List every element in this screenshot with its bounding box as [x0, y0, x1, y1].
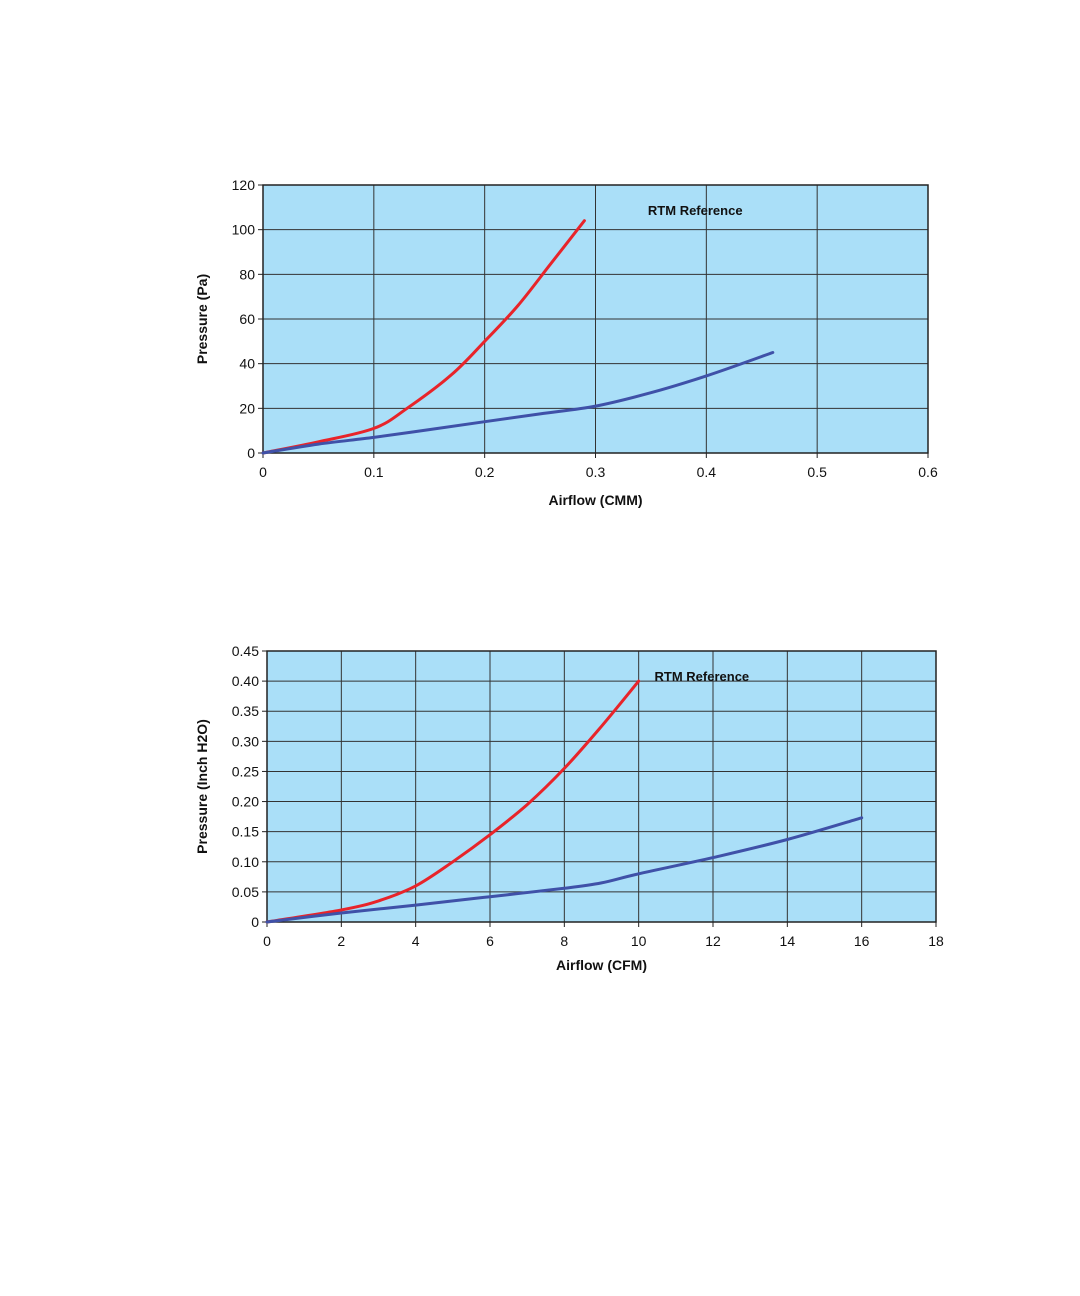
- chart-1-x-tick-label: 4: [412, 933, 420, 949]
- chart-1-series-1-line: [265, 816, 864, 924]
- chart-0-y-tick-label: 80: [239, 266, 255, 282]
- chart-1-y-tick-label: 0: [251, 914, 259, 930]
- chart-0-y-tick-label: 40: [239, 356, 255, 372]
- chart-0-x-tick-label: 0.6: [918, 464, 938, 480]
- chart-1-x-tick-label: 8: [560, 933, 568, 949]
- chart-0-series-0-line: [261, 219, 586, 455]
- chart-1-series-0-line: [265, 679, 641, 924]
- pressure-cmm-chart: RTM Reference 0 0.1 0.2 0.3 0.4 0.5 0.6 0 20 40 60 8…: [194, 177, 938, 508]
- chart-0-x-axis-title: Airflow (CMM): [548, 492, 642, 508]
- chart-1-y-tick-label: 0.35: [232, 703, 259, 719]
- chart-0-y-tick-label: 0: [247, 445, 255, 461]
- chart-1-y-tick-label: 0.20: [232, 794, 259, 810]
- chart-1-y-axis-title: Pressure (Inch H2O): [194, 719, 210, 854]
- chart-1-x-axis-title: Airflow (CFM): [556, 957, 647, 973]
- chart-0-y-tick-label: 20: [239, 400, 255, 416]
- chart-1-x-tick-label: 12: [705, 933, 721, 949]
- chart-1-y-tick-label: 0.05: [232, 884, 259, 900]
- chart-0-x-tick-label: 0.4: [697, 464, 717, 480]
- chart-1-x-tick-label: 10: [631, 933, 647, 949]
- chart-0-x-tick-label: 0.3: [586, 464, 606, 480]
- chart-1-x-tick-label: 16: [854, 933, 870, 949]
- chart-1-plot-frame: [266, 650, 937, 923]
- chart-0-y-tick-label: 100: [232, 222, 256, 238]
- chart-1-x-tick-label: 2: [337, 933, 345, 949]
- chart-0-y-tick-label: 120: [232, 177, 256, 193]
- chart-1-plot-area: [267, 651, 936, 922]
- chart-1-y-tick-label: 0.30: [232, 733, 259, 749]
- chart-0-x-tick-label: 0: [259, 464, 267, 480]
- chart-1-y-tick-label: 0.45: [232, 643, 259, 659]
- pressure-cfm-chart: RTM Reference 0 2 4 6 8 10 12 14 16 18 0 0.05 0.10 0.1…: [194, 643, 944, 973]
- chart-1-annotation: RTM Reference: [655, 669, 750, 684]
- chart-1-y-tick-label: 0.15: [232, 824, 259, 840]
- chart-0-y-tick-label: 60: [239, 311, 255, 327]
- chart-0-x-tick-label: 0.2: [475, 464, 495, 480]
- chart-1-y-tick-label: 0.10: [232, 854, 259, 870]
- chart-1-x-tick-label: 0: [263, 933, 271, 949]
- chart-1-x-tick-label: 14: [780, 933, 796, 949]
- chart-0-series-1-line: [261, 351, 775, 455]
- chart-0-y-axis-title: Pressure (Pa): [194, 274, 210, 364]
- chart-1-x-tick-label: 18: [928, 933, 944, 949]
- chart-0-annotation: RTM Reference: [648, 203, 743, 218]
- chart-0-x-tick-label: 0.5: [807, 464, 827, 480]
- chart-1-y-tick-label: 0.25: [232, 763, 259, 779]
- chart-0-x-tick-label: 0.1: [364, 464, 384, 480]
- chart-1-x-tick-label: 6: [486, 933, 494, 949]
- chart-1-y-tick-label: 0.40: [232, 673, 259, 689]
